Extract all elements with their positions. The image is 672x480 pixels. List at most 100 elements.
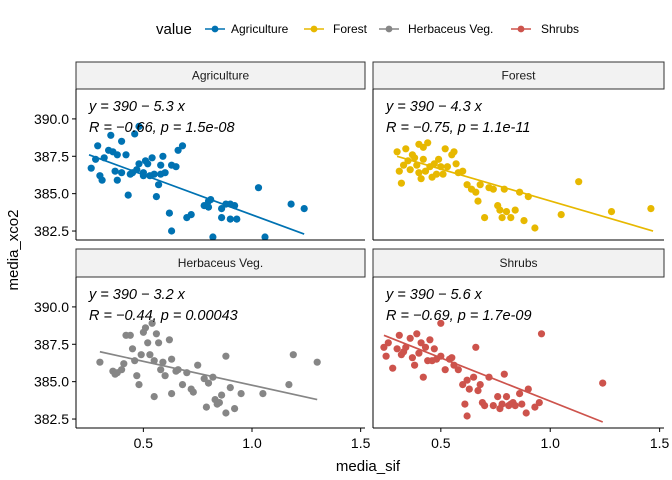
scatter-point	[87, 164, 95, 172]
scatter-point	[516, 390, 524, 398]
scatter-point	[161, 169, 169, 177]
scatter-point	[168, 355, 176, 363]
scatter-point	[259, 390, 267, 398]
scatter-point	[148, 154, 156, 162]
facet-strip-label: Shrubs	[499, 256, 537, 270]
scatter-point	[448, 354, 456, 362]
scatter-point	[204, 379, 213, 387]
scatter-point	[204, 203, 213, 211]
scatter-point	[285, 381, 293, 389]
scatter-point	[135, 160, 143, 168]
y-tick-label: 385.0	[34, 186, 69, 202]
scatter-point	[432, 170, 441, 178]
scatter-point	[226, 384, 234, 392]
equation-label: y = 390 − 5.6 x	[385, 287, 483, 303]
scatter-point	[194, 361, 202, 369]
y-tick-label: 387.5	[34, 148, 69, 164]
legend-key-point	[385, 25, 393, 33]
scatter-point	[476, 181, 484, 189]
scatter-point	[98, 176, 106, 184]
facet-strip-label: Herbaceus Veg.	[178, 256, 263, 270]
scatter-point	[118, 169, 126, 177]
scatter-point	[502, 393, 511, 401]
scatter-point	[435, 155, 443, 163]
scatter-point	[417, 339, 425, 347]
scatter-point	[144, 339, 152, 347]
scatter-point	[494, 393, 502, 401]
scatter-point	[421, 167, 430, 175]
scatter-points	[393, 139, 655, 232]
scatter-point	[419, 155, 427, 163]
scatter-point	[222, 352, 230, 360]
scatter-point	[174, 146, 182, 154]
scatter-point	[430, 160, 438, 168]
legend-key-point	[310, 25, 318, 33]
scatter-point	[424, 139, 432, 147]
scatter-point	[118, 137, 126, 145]
scatter-point	[152, 193, 160, 201]
legend-label: Agriculture	[231, 22, 289, 36]
scatter-point	[393, 148, 401, 156]
scatter-point	[131, 130, 139, 138]
scatter-point	[187, 211, 195, 219]
scatter-point	[289, 351, 297, 359]
scatter-point	[231, 405, 239, 413]
scatter-point	[472, 343, 480, 351]
x-tick-label: 1.0	[540, 435, 560, 451]
scatter-point	[152, 330, 160, 338]
scatter-point	[481, 214, 489, 222]
scatter-point	[472, 188, 480, 196]
scatter-point	[218, 205, 226, 213]
scatter-point	[500, 370, 508, 378]
scatter-point	[419, 373, 427, 381]
correlation-label: R = −0.66, p = 1.5e-08	[89, 120, 235, 136]
scatter-point	[133, 372, 141, 380]
scatter-point	[489, 402, 497, 410]
facet-strip-label: Forest	[501, 69, 536, 83]
scatter-point	[575, 178, 583, 186]
scatter-point	[118, 366, 126, 374]
scatter-point	[200, 375, 208, 383]
scatter-point	[300, 205, 308, 213]
correlation-label: R = −0.75, p = 1.1e-11	[386, 120, 530, 136]
scatter-point	[511, 206, 519, 214]
equation-label: y = 390 − 5.3 x	[88, 99, 186, 115]
scatter-point	[215, 399, 223, 407]
scatter-point	[165, 209, 173, 217]
scatter-point	[518, 400, 526, 408]
scatter-point	[415, 349, 423, 357]
y-tick-label: 390.0	[34, 111, 69, 127]
scatter-points	[96, 319, 321, 417]
legend-item-agriculture: Agriculture	[205, 22, 289, 36]
scatter-point	[507, 214, 515, 222]
scatter-point	[463, 181, 471, 189]
scatter-point	[535, 399, 543, 407]
scatter-point	[135, 122, 143, 130]
facet-strip-label: Agriculture	[192, 69, 250, 83]
scatter-point	[144, 160, 152, 168]
panel-agriculture: Agriculture y = 390 − 5.3 x R = −0.66, p =…	[34, 61, 366, 241]
legend-label: Shrubs	[541, 22, 579, 36]
scatter-point	[382, 352, 390, 360]
scatter-point	[450, 148, 458, 156]
scatter-point	[470, 373, 478, 381]
scatter-point	[441, 145, 449, 153]
scatter-point	[607, 208, 616, 216]
scatter-point	[476, 381, 484, 389]
scatter-point	[150, 393, 158, 401]
x-axis-title: media_sif	[336, 458, 401, 475]
legend-item-forest: Forest	[304, 22, 368, 36]
scatter-point	[417, 175, 425, 183]
scatter-point	[137, 351, 145, 359]
scatter-point	[94, 142, 102, 150]
scatter-point	[511, 402, 519, 410]
scatter-point	[531, 403, 539, 411]
scatter-point	[107, 131, 115, 139]
scatter-point	[222, 409, 230, 417]
scatter-point	[395, 331, 403, 339]
panel-herbaceus-veg: Herbaceus Veg. y = 390 − 3.2 x R = −0.44, …	[34, 248, 371, 451]
scatter-point	[380, 343, 388, 351]
scatter-point	[522, 409, 530, 417]
scatter-point	[537, 330, 546, 338]
regression-line	[99, 350, 318, 401]
